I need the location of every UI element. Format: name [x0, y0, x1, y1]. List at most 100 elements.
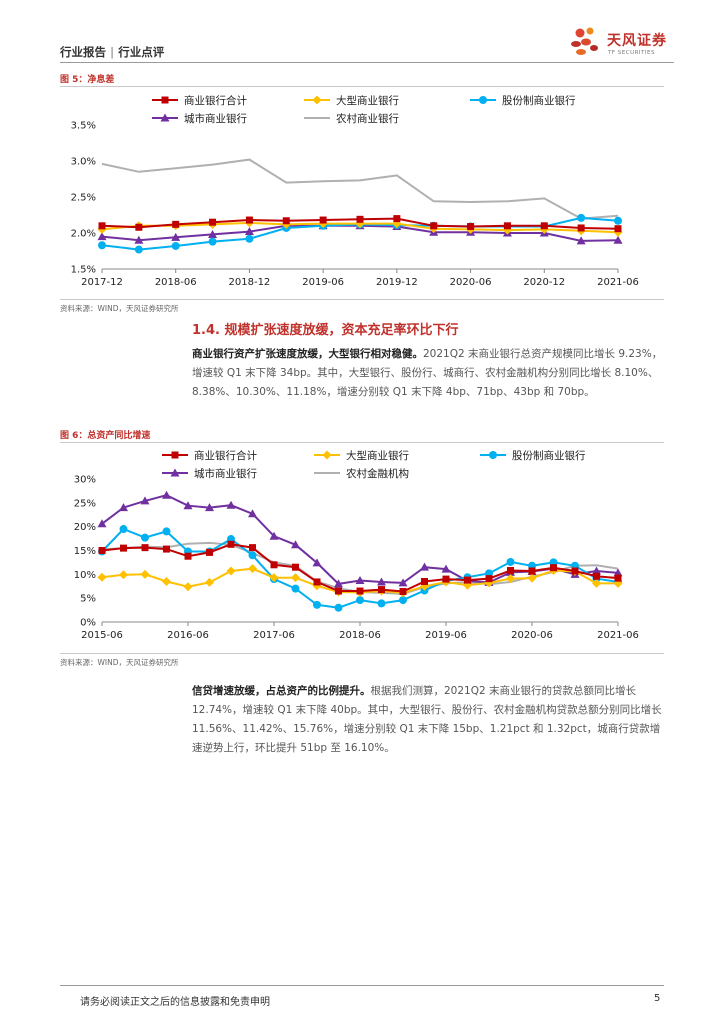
data-point	[577, 224, 585, 232]
data-point	[209, 218, 217, 226]
figure-5-bottom-rule	[60, 299, 664, 300]
legend-marker	[171, 451, 179, 459]
y-tick-label: 1.5%	[71, 265, 96, 276]
data-point	[398, 578, 408, 587]
data-point	[442, 575, 450, 583]
data-point	[208, 237, 217, 246]
x-tick-label: 2019-06	[425, 630, 467, 641]
series-line	[101, 541, 619, 595]
data-point	[485, 575, 493, 583]
data-point	[467, 223, 475, 231]
y-tick-label: 3.0%	[71, 157, 96, 168]
data-point	[171, 241, 180, 250]
legend-item: 城市商业银行	[152, 112, 247, 125]
brand-name: 天风证券	[607, 33, 667, 49]
data-point	[140, 496, 150, 505]
data-point	[119, 570, 128, 580]
paragraph-asset-growth-body: 2021Q2 末商业银行总资产规模同比增长 9.23%，增速较 Q1 末下降 3…	[192, 348, 663, 398]
data-point	[399, 596, 407, 605]
data-point	[571, 567, 579, 575]
data-point	[430, 222, 438, 230]
total-asset-growth-chart: 0% 5% 10% 15% 20% 25% 30% 2015-06 2016-06 2017-06…	[74, 449, 639, 641]
y-tick-label: 2.5%	[71, 193, 96, 204]
data-point	[577, 213, 586, 222]
legend-label: 股份制商业银行	[502, 94, 576, 107]
data-point	[593, 572, 600, 580]
data-point	[98, 547, 106, 554]
x-tick-label: 2020-06	[511, 630, 553, 641]
y-tick-label: 0%	[80, 618, 96, 629]
data-point	[226, 566, 236, 576]
data-point	[507, 567, 514, 575]
data-point	[335, 587, 342, 595]
legend-label: 商业银行合计	[194, 449, 257, 462]
footer-rule	[60, 985, 664, 986]
data-point	[614, 574, 622, 582]
data-point	[119, 525, 128, 534]
data-point	[282, 217, 290, 225]
data-point	[614, 225, 622, 233]
data-point	[206, 548, 213, 556]
category-text: 行业报告	[60, 45, 106, 59]
data-point	[463, 580, 472, 590]
data-point	[355, 576, 365, 585]
data-point	[183, 582, 193, 592]
data-point	[245, 216, 253, 224]
paragraph-loan-growth: 信贷增速放缓，占总资产的比例提升。根据我们测算，2021Q2 末商业银行的贷款总…	[192, 682, 664, 758]
y-tick-label: 2.0%	[71, 229, 96, 240]
y-tick-label: 3.5%	[71, 121, 96, 132]
data-point	[291, 584, 300, 593]
data-point	[205, 577, 214, 587]
figure-5-top-rule	[60, 86, 664, 87]
data-point	[248, 551, 257, 560]
paragraph-asset-growth-lead: 商业银行资产扩张速度放缓，大型银行相对稳健。	[192, 348, 423, 360]
x-tick-label: 2019-12	[376, 277, 418, 288]
data-point	[141, 533, 149, 542]
legend-item: 股份制商业银行	[480, 449, 586, 462]
subcategory-text: 行业点评	[118, 45, 165, 59]
data-point	[377, 577, 386, 586]
brand-logo-icon	[571, 27, 598, 55]
x-tick-label: 2018-06	[155, 277, 197, 288]
brand-subtitle: TF SECURITIES	[608, 50, 655, 56]
x-tick-label: 2020-12	[523, 277, 565, 288]
x-tick-label: 2018-06	[339, 630, 381, 641]
data-point	[226, 500, 236, 509]
data-point	[162, 576, 171, 586]
series-商业银行合计	[98, 540, 622, 595]
series-城市商业银行	[97, 490, 623, 588]
data-point	[244, 227, 254, 236]
legend-label: 城市商业银行	[194, 467, 257, 480]
data-point	[120, 544, 127, 552]
data-point	[291, 573, 300, 583]
data-point	[334, 603, 343, 612]
y-tick-label: 30%	[74, 475, 96, 486]
data-point	[319, 216, 327, 224]
legend-marker	[322, 450, 332, 460]
data-point	[205, 503, 214, 512]
legend-item: 大型商业银行	[304, 94, 399, 107]
data-point	[134, 245, 143, 254]
paragraph-asset-growth: 商业银行资产扩张速度放缓，大型银行相对稳健。2021Q2 末商业银行总资产规模同…	[192, 345, 664, 402]
data-point	[528, 567, 536, 575]
legend-label: 城市商业银行	[184, 112, 247, 125]
y-tick-label: 25%	[74, 498, 96, 509]
series-商业银行合计	[98, 215, 622, 233]
data-point	[162, 490, 171, 499]
legend-label: 农村金融机构	[346, 467, 409, 480]
x-tick-label: 2018-12	[229, 277, 271, 288]
data-point	[334, 579, 343, 588]
x-tick-label: 2017-12	[81, 277, 123, 288]
data-point	[377, 599, 386, 608]
data-point	[356, 587, 364, 595]
data-point	[140, 569, 150, 579]
legend-label: 商业银行合计	[184, 94, 247, 107]
figure-6-bottom-rule	[60, 653, 664, 654]
data-point	[97, 519, 107, 528]
y-tick-label: 10%	[74, 570, 96, 581]
x-tick-label: 2015-06	[81, 630, 123, 641]
data-point	[313, 600, 321, 609]
data-point	[540, 222, 548, 230]
data-point	[135, 223, 143, 231]
paragraph-loan-growth-body: 根据我们测算，2021Q2 末商业银行的贷款总额同比增长 12.74%，增速较 …	[192, 685, 662, 754]
